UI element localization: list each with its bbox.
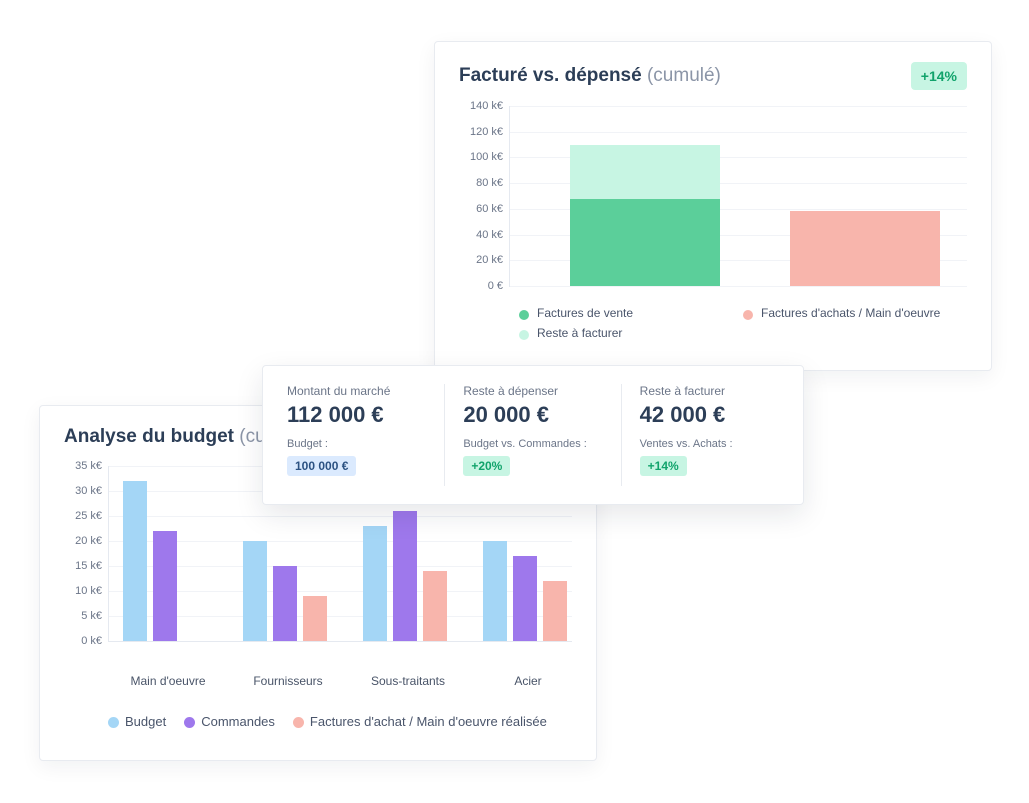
kpi-sublabel: Budget : — [287, 438, 426, 450]
card-a-title-suffix: (cumulé) — [647, 65, 721, 86]
bar-segment-reste_a_facturer — [570, 145, 720, 199]
bar-factures — [303, 596, 327, 641]
legend-label: Budget — [125, 714, 166, 729]
bar-factures — [423, 571, 447, 641]
card-a-title-main: Facturé vs. dépensé — [459, 65, 642, 86]
legend-label: Factures de vente — [537, 306, 633, 320]
legend-item: Factures d'achats / Main d'oeuvre — [743, 306, 967, 320]
y-tick-label: 20 k€ — [75, 535, 102, 547]
legend-dot — [519, 310, 529, 320]
legend-dot — [184, 717, 195, 728]
card-b-legend: Budget Commandes Factures d'achat / Main… — [108, 714, 572, 729]
x-tick-label: Fournisseurs — [228, 674, 348, 688]
kpi-sublabel: Ventes vs. Achats : — [640, 438, 779, 450]
kpi-label: Montant du marché — [287, 384, 426, 398]
legend-label: Factures d'achat / Main d'oeuvre réalisé… — [310, 714, 547, 729]
kpi-reste-depenser: Reste à dépenser 20 000 € Budget vs. Com… — [463, 384, 602, 486]
bar-factures — [543, 581, 567, 641]
y-tick-label: 80 k€ — [476, 177, 503, 189]
y-tick-label: 0 k€ — [81, 635, 102, 647]
y-tick-label: 100 k€ — [470, 151, 503, 163]
legend-label: Commandes — [201, 714, 275, 729]
kpi-subvalue: +14% — [640, 456, 687, 476]
bar-segment-factures_vente — [570, 199, 720, 286]
kpi-value: 42 000 € — [640, 402, 779, 428]
bar-budget — [363, 526, 387, 641]
kpi-subvalue: +20% — [463, 456, 510, 476]
y-tick-label: 5 k€ — [81, 610, 102, 622]
kpi-value: 20 000 € — [463, 402, 602, 428]
bar-segment-factures_achats — [790, 211, 940, 286]
legend-item: Factures de vente — [519, 306, 743, 320]
bar-commandes — [273, 566, 297, 641]
kpi-label: Reste à facturer — [640, 384, 779, 398]
kpi-separator — [621, 384, 622, 486]
legend-dot — [743, 310, 753, 320]
card-a-y-axis: 0 €20 k€40 k€60 k€80 k€100 k€120 k€140 k… — [459, 106, 509, 286]
kpi-label: Reste à dépenser — [463, 384, 602, 398]
bar-budget — [243, 541, 267, 641]
y-tick-label: 40 k€ — [476, 229, 503, 241]
card-kpi-summary: Montant du marché 112 000 € Budget : 100… — [262, 365, 804, 505]
bar-commandes — [513, 556, 537, 641]
bar-budget — [123, 481, 147, 641]
y-tick-label: 10 k€ — [75, 585, 102, 597]
legend-label: Factures d'achats / Main d'oeuvre — [761, 306, 940, 320]
card-b-y-axis: 0 k€5 k€10 k€15 k€20 k€25 k€30 k€35 k€ — [64, 466, 108, 641]
card-b-x-labels: Main d'oeuvreFournisseursSous-traitantsA… — [108, 666, 572, 696]
kpi-separator — [444, 384, 445, 486]
card-facture-vs-depense: Facturé vs. dépensé (cumulé) +14% 0 € 20 … — [434, 41, 992, 371]
legend-dot — [519, 330, 529, 340]
y-tick-label: 35 k€ — [75, 460, 102, 472]
y-tick-label: 20 k€ — [476, 254, 503, 266]
kpi-value: 112 000 € — [287, 402, 426, 428]
legend-item: Factures d'achat / Main d'oeuvre réalisé… — [293, 714, 547, 729]
card-b-title-main: Analyse du budget — [64, 426, 234, 447]
kpi-subvalue: 100 000 € — [287, 456, 356, 476]
card-a-title: Facturé vs. dépensé (cumulé) — [459, 65, 721, 87]
card-a-plot — [509, 106, 967, 287]
y-tick-label: 25 k€ — [75, 510, 102, 522]
kpi-montant-marche: Montant du marché 112 000 € Budget : 100… — [287, 384, 426, 486]
bar-budget — [483, 541, 507, 641]
bar-commandes — [393, 511, 417, 641]
card-a-legend: Factures de vente Factures d'achats / Ma… — [519, 306, 967, 340]
y-tick-label: 140 k€ — [470, 100, 503, 112]
card-a-delta-badge: +14% — [911, 62, 967, 90]
y-tick-label: 120 k€ — [470, 126, 503, 138]
x-tick-label: Sous-traitants — [348, 674, 468, 688]
y-tick-label: 15 k€ — [75, 560, 102, 572]
y-tick-label: 30 k€ — [75, 485, 102, 497]
bar-commandes — [153, 531, 177, 641]
x-tick-label: Acier — [468, 674, 588, 688]
legend-item: Commandes — [184, 714, 275, 729]
y-tick-label: 60 k€ — [476, 203, 503, 215]
x-tick-label: Main d'oeuvre — [108, 674, 228, 688]
legend-item: Reste à facturer — [519, 326, 744, 340]
y-tick-label: 0 € — [488, 280, 503, 292]
legend-item: Budget — [108, 714, 166, 729]
legend-dot — [108, 717, 119, 728]
kpi-reste-facturer: Reste à facturer 42 000 € Ventes vs. Ach… — [640, 384, 779, 486]
card-a-chart: 0 €20 k€40 k€60 k€80 k€100 k€120 k€140 k… — [459, 106, 967, 296]
legend-dot — [293, 717, 304, 728]
legend-label: Reste à facturer — [537, 326, 622, 340]
kpi-sublabel: Budget vs. Commandes : — [463, 438, 602, 450]
